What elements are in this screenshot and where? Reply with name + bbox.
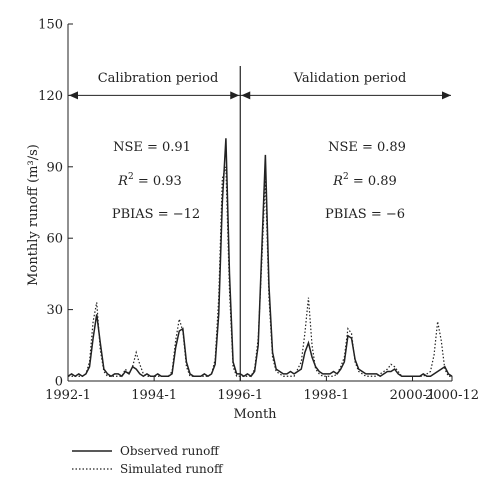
calibration-r2-superscript: 2 [128,172,134,182]
validation-r2: R2 = 0.89 [332,172,397,189]
axes [67,24,452,382]
validation-pbias: PBIAS = −6 [325,207,405,222]
x-tick-label: 1998-1 [304,388,350,403]
validation-r2-symbol: R [332,174,343,189]
validation-period-label: Validation period [293,71,407,86]
x-tick-label: 2000-12 [425,388,479,403]
legend: Observed runoff Simulated runoff [72,444,224,476]
calibration-arrow-right [230,91,240,100]
calibration-r2-symbol: R [117,174,128,189]
calibration-period-label: Calibration period [98,71,219,86]
y-tick-label: 0 [55,375,63,390]
x-axis-label: Month [233,407,277,422]
x-tick-label: 1996-1 [217,388,263,403]
y-tick-label: 150 [38,18,63,33]
validation-nse: NSE = 0.89 [328,140,406,155]
validation-arrow-left [241,91,251,100]
calibration-nse: NSE = 0.91 [113,140,191,155]
calibration-pbias: PBIAS = −12 [112,207,200,222]
y-tick-label: 90 [46,160,63,175]
simulated-runoff-line [68,166,452,377]
validation-r2-superscript: 2 [343,172,349,182]
calibration-arrow-left [69,91,78,100]
y-tick-label: 120 [38,89,63,104]
legend-observed-label: Observed runoff [120,444,220,458]
period-arrows [69,91,451,100]
validation-r2-value: = 0.89 [349,174,397,189]
observed-runoff-line [67,138,453,378]
calibration-r2: R2 = 0.93 [117,172,182,189]
x-tick-label: 2000-1 [390,388,436,403]
x-tick-label: 1994-1 [131,388,177,403]
y-axis-label: Monthly runoff (m³/s) [26,144,41,286]
legend-simulated-label: Simulated runoff [120,462,224,476]
calibration-r2-value: = 0.93 [134,174,182,189]
x-tick-label: 1992-1 [45,388,91,403]
y-tick-label: 60 [46,232,63,247]
y-tick-label: 30 [46,303,63,318]
y-ticks: 0 30 60 90 120 150 [38,18,73,390]
validation-arrow-right [442,91,451,100]
